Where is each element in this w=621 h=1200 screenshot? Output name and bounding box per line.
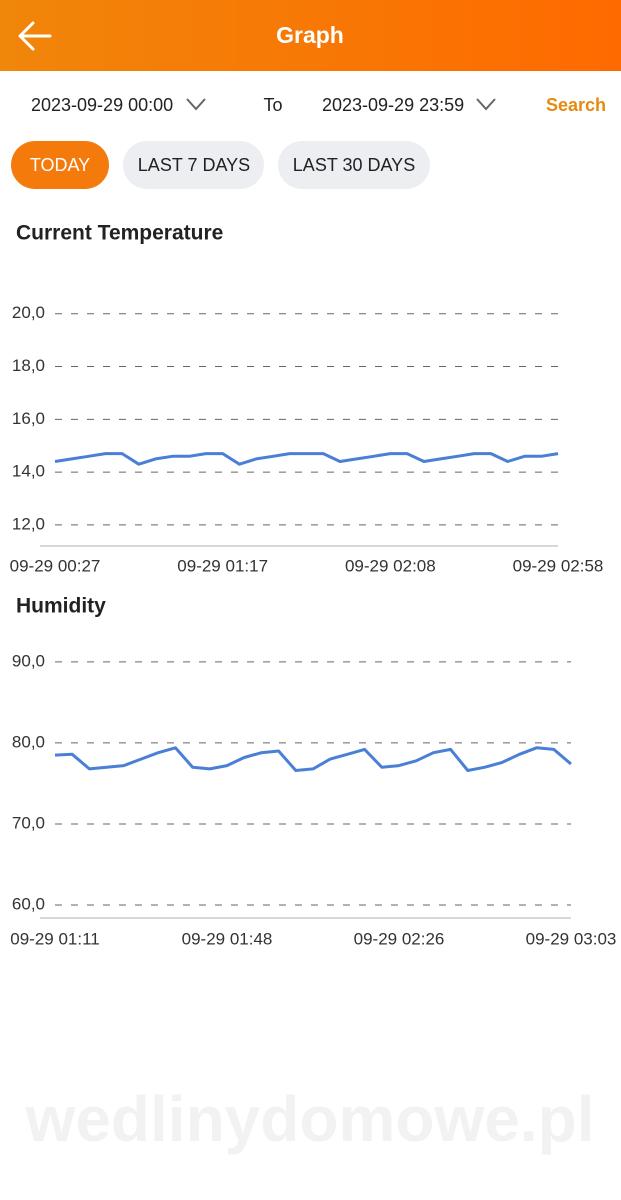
tab[interactable]: LAST 30 DAYS: [293, 155, 415, 175]
data-line: [54, 746, 572, 772]
y-tick-label: 16,0: [12, 409, 45, 428]
header-title: Graph: [276, 22, 344, 48]
x-tick-label: 09-29 01:17: [177, 556, 268, 575]
x-tick-label: 09-29 01:11: [10, 929, 99, 948]
x-tick-label: 09-29 03:03: [526, 929, 617, 948]
to-label: To: [263, 95, 282, 115]
y-tick-label: 70,0: [12, 813, 45, 832]
x-tick-label: 09-29 02:26: [354, 929, 445, 948]
y-tick-label: 18,0: [12, 356, 45, 375]
x-tick-label: 09-29 02:08: [345, 556, 436, 575]
y-tick-label: 14,0: [12, 462, 45, 481]
x-tick-label: 09-29 02:58: [513, 556, 604, 575]
back-button[interactable]: [18, 21, 52, 51]
x-tick-label: 09-29 01:48: [182, 929, 273, 948]
tab[interactable]: LAST 7 DAYS: [138, 155, 250, 175]
date-from[interactable]: 2023-09-29 00:00: [31, 95, 173, 115]
y-tick-label: 90,0: [12, 651, 45, 670]
tab-bg[interactable]: [278, 141, 430, 189]
y-tick-label: 20,0: [12, 303, 45, 322]
dropdown-icon[interactable]: [476, 98, 496, 111]
y-tick-label: 12,0: [12, 514, 45, 533]
tab[interactable]: TODAY: [30, 155, 90, 175]
search-button[interactable]: Search: [546, 95, 606, 115]
chart-title: Current Temperature: [16, 222, 223, 245]
chart-title: Humidity: [16, 595, 106, 618]
date-to[interactable]: 2023-09-29 23:59: [322, 95, 464, 115]
y-tick-label: 80,0: [12, 732, 45, 751]
watermark: wedlinydomowe.pl: [25, 1083, 595, 1155]
header-bar: [0, 0, 621, 71]
tab-bg[interactable]: [11, 141, 109, 189]
data-line: [54, 452, 559, 466]
y-tick-label: 60,0: [12, 895, 45, 914]
x-tick-label: 09-29 00:27: [10, 556, 101, 575]
dropdown-icon[interactable]: [186, 98, 206, 111]
tab-bg[interactable]: [123, 141, 264, 189]
